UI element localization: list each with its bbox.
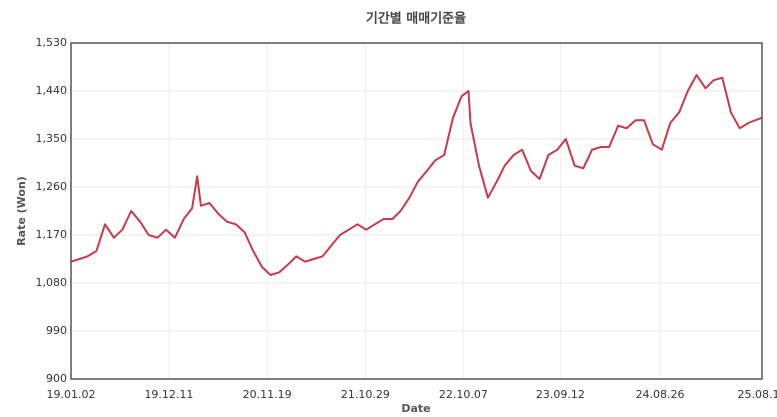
y-tick-label: 1,080 bbox=[36, 276, 68, 289]
y-axis-title: Rate (Won) bbox=[15, 176, 28, 246]
y-tick-label: 1,530 bbox=[36, 36, 68, 49]
x-tick-label: 19.12.11 bbox=[144, 388, 193, 401]
y-tick-label: 990 bbox=[46, 324, 67, 337]
plot-area bbox=[71, 43, 762, 379]
y-tick-label: 900 bbox=[46, 372, 67, 385]
x-tick-label: 21.10.29 bbox=[341, 388, 390, 401]
y-tick-label: 1,260 bbox=[36, 180, 68, 193]
line-series bbox=[70, 74, 763, 276]
x-tick-label: 20.11.19 bbox=[243, 388, 292, 401]
plot-border bbox=[70, 42, 763, 380]
x-tick-label: 22.10.07 bbox=[439, 388, 488, 401]
x-tick-label: 24.08.26 bbox=[636, 388, 685, 401]
x-tick-label: 19.01.02 bbox=[47, 388, 96, 401]
y-tick-label: 1,350 bbox=[36, 132, 68, 145]
x-axis-title: Date bbox=[401, 402, 430, 415]
y-tick-label: 1,170 bbox=[36, 228, 68, 241]
chart-title: 기간별 매매기준율 bbox=[366, 11, 466, 27]
x-tick-label: 23.09.12 bbox=[536, 388, 585, 401]
x-tick-label: 25.08.18 bbox=[738, 388, 777, 401]
y-tick-label: 1,440 bbox=[36, 84, 68, 97]
